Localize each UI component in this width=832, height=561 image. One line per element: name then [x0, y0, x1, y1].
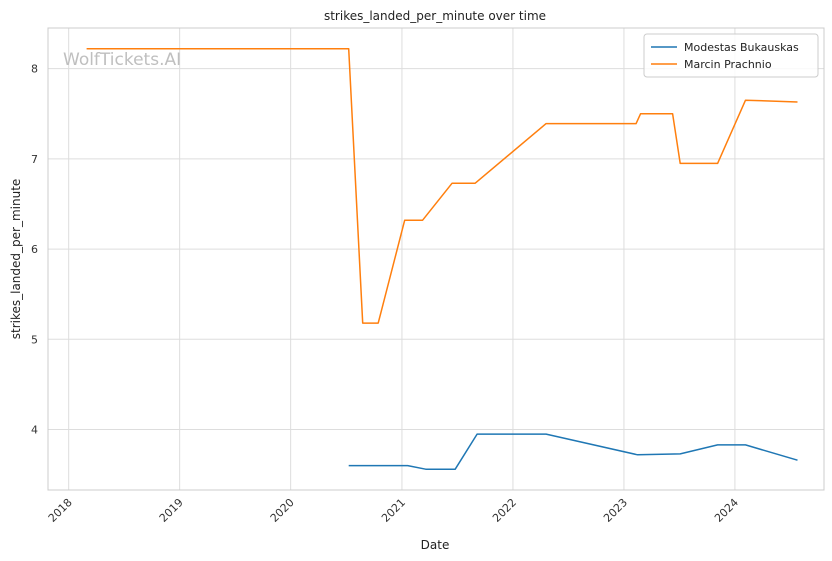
- y-tick-label: 6: [31, 243, 38, 256]
- chart-title: strikes_landed_per_minute over time: [324, 9, 546, 23]
- x-tick-label: 2020: [268, 496, 297, 525]
- x-tick-label: 2018: [46, 496, 75, 525]
- x-tick-labels: 2018 2019 2020 2021 2022 2023 2024: [46, 496, 741, 525]
- watermark: WolfTickets.AI: [63, 50, 181, 70]
- y-tick-labels: 4 5 6 7 8: [31, 63, 38, 437]
- x-axis-title: Date: [421, 538, 450, 552]
- legend: Modestas Bukauskas Marcin Prachnio: [643, 33, 819, 78]
- x-tick-label: 2021: [379, 496, 408, 525]
- plot-area: [47, 27, 825, 491]
- series-line-1: [86, 48, 798, 324]
- grid-lines: [48, 28, 824, 490]
- legend-label-0: Modestas Bukauskas: [684, 41, 799, 54]
- x-tick-label: 2024: [712, 496, 741, 525]
- y-tick-label: 5: [31, 333, 38, 346]
- y-axis-title: strikes_landed_per_minute: [9, 179, 23, 340]
- series-layer: [86, 48, 798, 470]
- y-tick-label: 7: [31, 153, 38, 166]
- x-tick-label: 2022: [490, 496, 519, 525]
- x-tick-label: 2023: [601, 496, 630, 525]
- y-tick-label: 4: [31, 424, 38, 437]
- y-tick-label: 8: [31, 63, 38, 76]
- x-tick-label: 2019: [157, 496, 186, 525]
- legend-label-1: Marcin Prachnio: [684, 58, 772, 71]
- series-line-0: [348, 433, 798, 470]
- legend-box: [643, 33, 819, 78]
